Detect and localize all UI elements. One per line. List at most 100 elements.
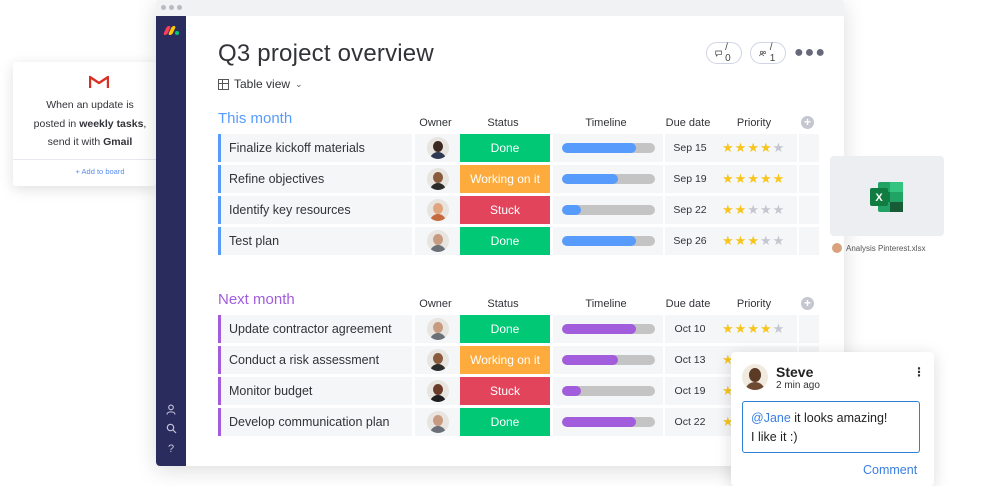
owner-cell[interactable]: [415, 165, 460, 193]
star-icon[interactable]: ★: [734, 171, 748, 186]
star-icon[interactable]: ★: [722, 321, 735, 336]
due-date[interactable]: Oct 22: [665, 408, 715, 436]
add-column-icon[interactable]: +: [801, 116, 814, 129]
star-icon[interactable]: ★: [772, 140, 786, 155]
owner-cell[interactable]: [415, 196, 460, 224]
add-to-board-link[interactable]: + Add to board: [75, 167, 125, 176]
column-header-timeline[interactable]: Timeline: [585, 298, 627, 310]
more-vertical-icon[interactable]: ⋮: [913, 365, 925, 379]
monday-logo-icon[interactable]: [162, 25, 180, 35]
attachment-preview[interactable]: X: [830, 156, 944, 236]
star-icon[interactable]: ★: [722, 352, 735, 367]
group-title[interactable]: Next month: [218, 291, 295, 308]
owner-cell[interactable]: [415, 227, 460, 255]
star-icon[interactable]: ★: [747, 233, 760, 248]
timeline-cell[interactable]: [553, 408, 663, 436]
star-icon[interactable]: ★: [722, 383, 735, 398]
star-icon[interactable]: ★: [722, 233, 735, 248]
column-header-timeline[interactable]: Timeline: [585, 117, 627, 129]
timeline-cell[interactable]: [553, 165, 663, 193]
due-date[interactable]: Sep 26: [665, 227, 715, 255]
star-icon[interactable]: ★: [747, 321, 760, 336]
more-options-icon[interactable]: ●●●: [794, 44, 826, 61]
timeline-cell[interactable]: [553, 134, 663, 162]
comment-button[interactable]: Comment: [863, 463, 918, 477]
attachment-file-name[interactable]: Analysis Pinterest.xlsx: [846, 243, 926, 253]
mention[interactable]: @Jane: [751, 411, 791, 425]
task-name[interactable]: Develop communication plan: [218, 408, 412, 436]
status-badge[interactable]: Done: [460, 227, 550, 255]
star-icon[interactable]: ★: [734, 202, 748, 217]
star-icon[interactable]: ★: [747, 202, 760, 217]
status-badge[interactable]: Done: [460, 134, 550, 162]
due-date[interactable]: Sep 15: [665, 134, 715, 162]
column-header-due-date[interactable]: Due date: [665, 117, 711, 129]
star-icon[interactable]: ★: [722, 140, 735, 155]
priority-rating[interactable]: ★★★★★: [715, 134, 797, 162]
star-icon[interactable]: ★: [734, 233, 748, 248]
column-header-priority[interactable]: Priority: [736, 117, 772, 129]
star-icon[interactable]: ★: [747, 140, 760, 155]
owner-cell[interactable]: [415, 408, 460, 436]
star-icon[interactable]: ★: [759, 140, 773, 155]
timeline-cell[interactable]: [553, 346, 663, 374]
due-date[interactable]: Sep 19: [665, 165, 715, 193]
task-name[interactable]: Conduct a risk assessment: [218, 346, 412, 374]
help-icon[interactable]: ?: [167, 443, 175, 455]
owner-cell[interactable]: [415, 134, 460, 162]
invite-user-icon[interactable]: [164, 404, 178, 418]
members-button[interactable]: / 1: [750, 42, 786, 64]
star-icon[interactable]: ★: [722, 202, 735, 217]
owner-cell[interactable]: [415, 346, 460, 374]
star-icon[interactable]: ★: [734, 140, 748, 155]
star-icon[interactable]: ★: [722, 171, 735, 186]
task-name[interactable]: Identify key resources: [218, 196, 412, 224]
column-header-owner[interactable]: Owner: [419, 117, 452, 129]
priority-rating[interactable]: ★★★★★: [715, 315, 797, 343]
task-name[interactable]: Test plan: [218, 227, 412, 255]
star-icon[interactable]: ★: [759, 171, 773, 186]
star-icon[interactable]: ★: [772, 202, 786, 217]
add-column-icon[interactable]: +: [801, 297, 814, 310]
updates-button[interactable]: / 0: [706, 42, 742, 64]
status-badge[interactable]: Working on it: [460, 165, 550, 193]
priority-rating[interactable]: ★★★★★: [715, 227, 797, 255]
due-date[interactable]: Oct 13: [665, 346, 715, 374]
due-date[interactable]: Sep 22: [665, 196, 715, 224]
due-date[interactable]: Oct 10: [665, 315, 715, 343]
timeline-cell[interactable]: [553, 196, 663, 224]
timeline-cell[interactable]: [553, 377, 663, 405]
star-icon[interactable]: ★: [759, 233, 773, 248]
star-icon[interactable]: ★: [772, 233, 786, 248]
priority-rating[interactable]: ★★★★★: [715, 196, 797, 224]
status-badge[interactable]: Done: [460, 408, 550, 436]
due-date[interactable]: Oct 19: [665, 377, 715, 405]
owner-cell[interactable]: [415, 377, 460, 405]
status-badge[interactable]: Working on it: [460, 346, 550, 374]
view-switcher[interactable]: Table view ⌄: [218, 77, 303, 91]
status-badge[interactable]: Stuck: [460, 196, 550, 224]
star-icon[interactable]: ★: [747, 171, 760, 186]
timeline-cell[interactable]: [553, 227, 663, 255]
star-icon[interactable]: ★: [722, 414, 735, 429]
star-icon[interactable]: ★: [759, 202, 773, 217]
status-badge[interactable]: Stuck: [460, 377, 550, 405]
task-name[interactable]: Finalize kickoff materials: [218, 134, 412, 162]
priority-rating[interactable]: ★★★★★: [715, 165, 797, 193]
group-title[interactable]: This month: [218, 110, 293, 127]
star-icon[interactable]: ★: [759, 321, 773, 336]
column-header-status[interactable]: Status: [487, 298, 519, 310]
status-badge[interactable]: Done: [460, 315, 550, 343]
search-icon[interactable]: [164, 423, 178, 437]
column-header-status[interactable]: Status: [487, 117, 519, 129]
task-name[interactable]: Monitor budget: [218, 377, 412, 405]
column-header-priority[interactable]: Priority: [736, 298, 772, 310]
timeline-cell[interactable]: [553, 315, 663, 343]
star-icon[interactable]: ★: [772, 171, 786, 186]
task-name[interactable]: Refine objectives: [218, 165, 412, 193]
column-header-owner[interactable]: Owner: [419, 298, 452, 310]
owner-cell[interactable]: [415, 315, 460, 343]
column-header-due-date[interactable]: Due date: [665, 298, 711, 310]
task-name[interactable]: Update contractor agreement: [218, 315, 412, 343]
star-icon[interactable]: ★: [734, 321, 748, 336]
